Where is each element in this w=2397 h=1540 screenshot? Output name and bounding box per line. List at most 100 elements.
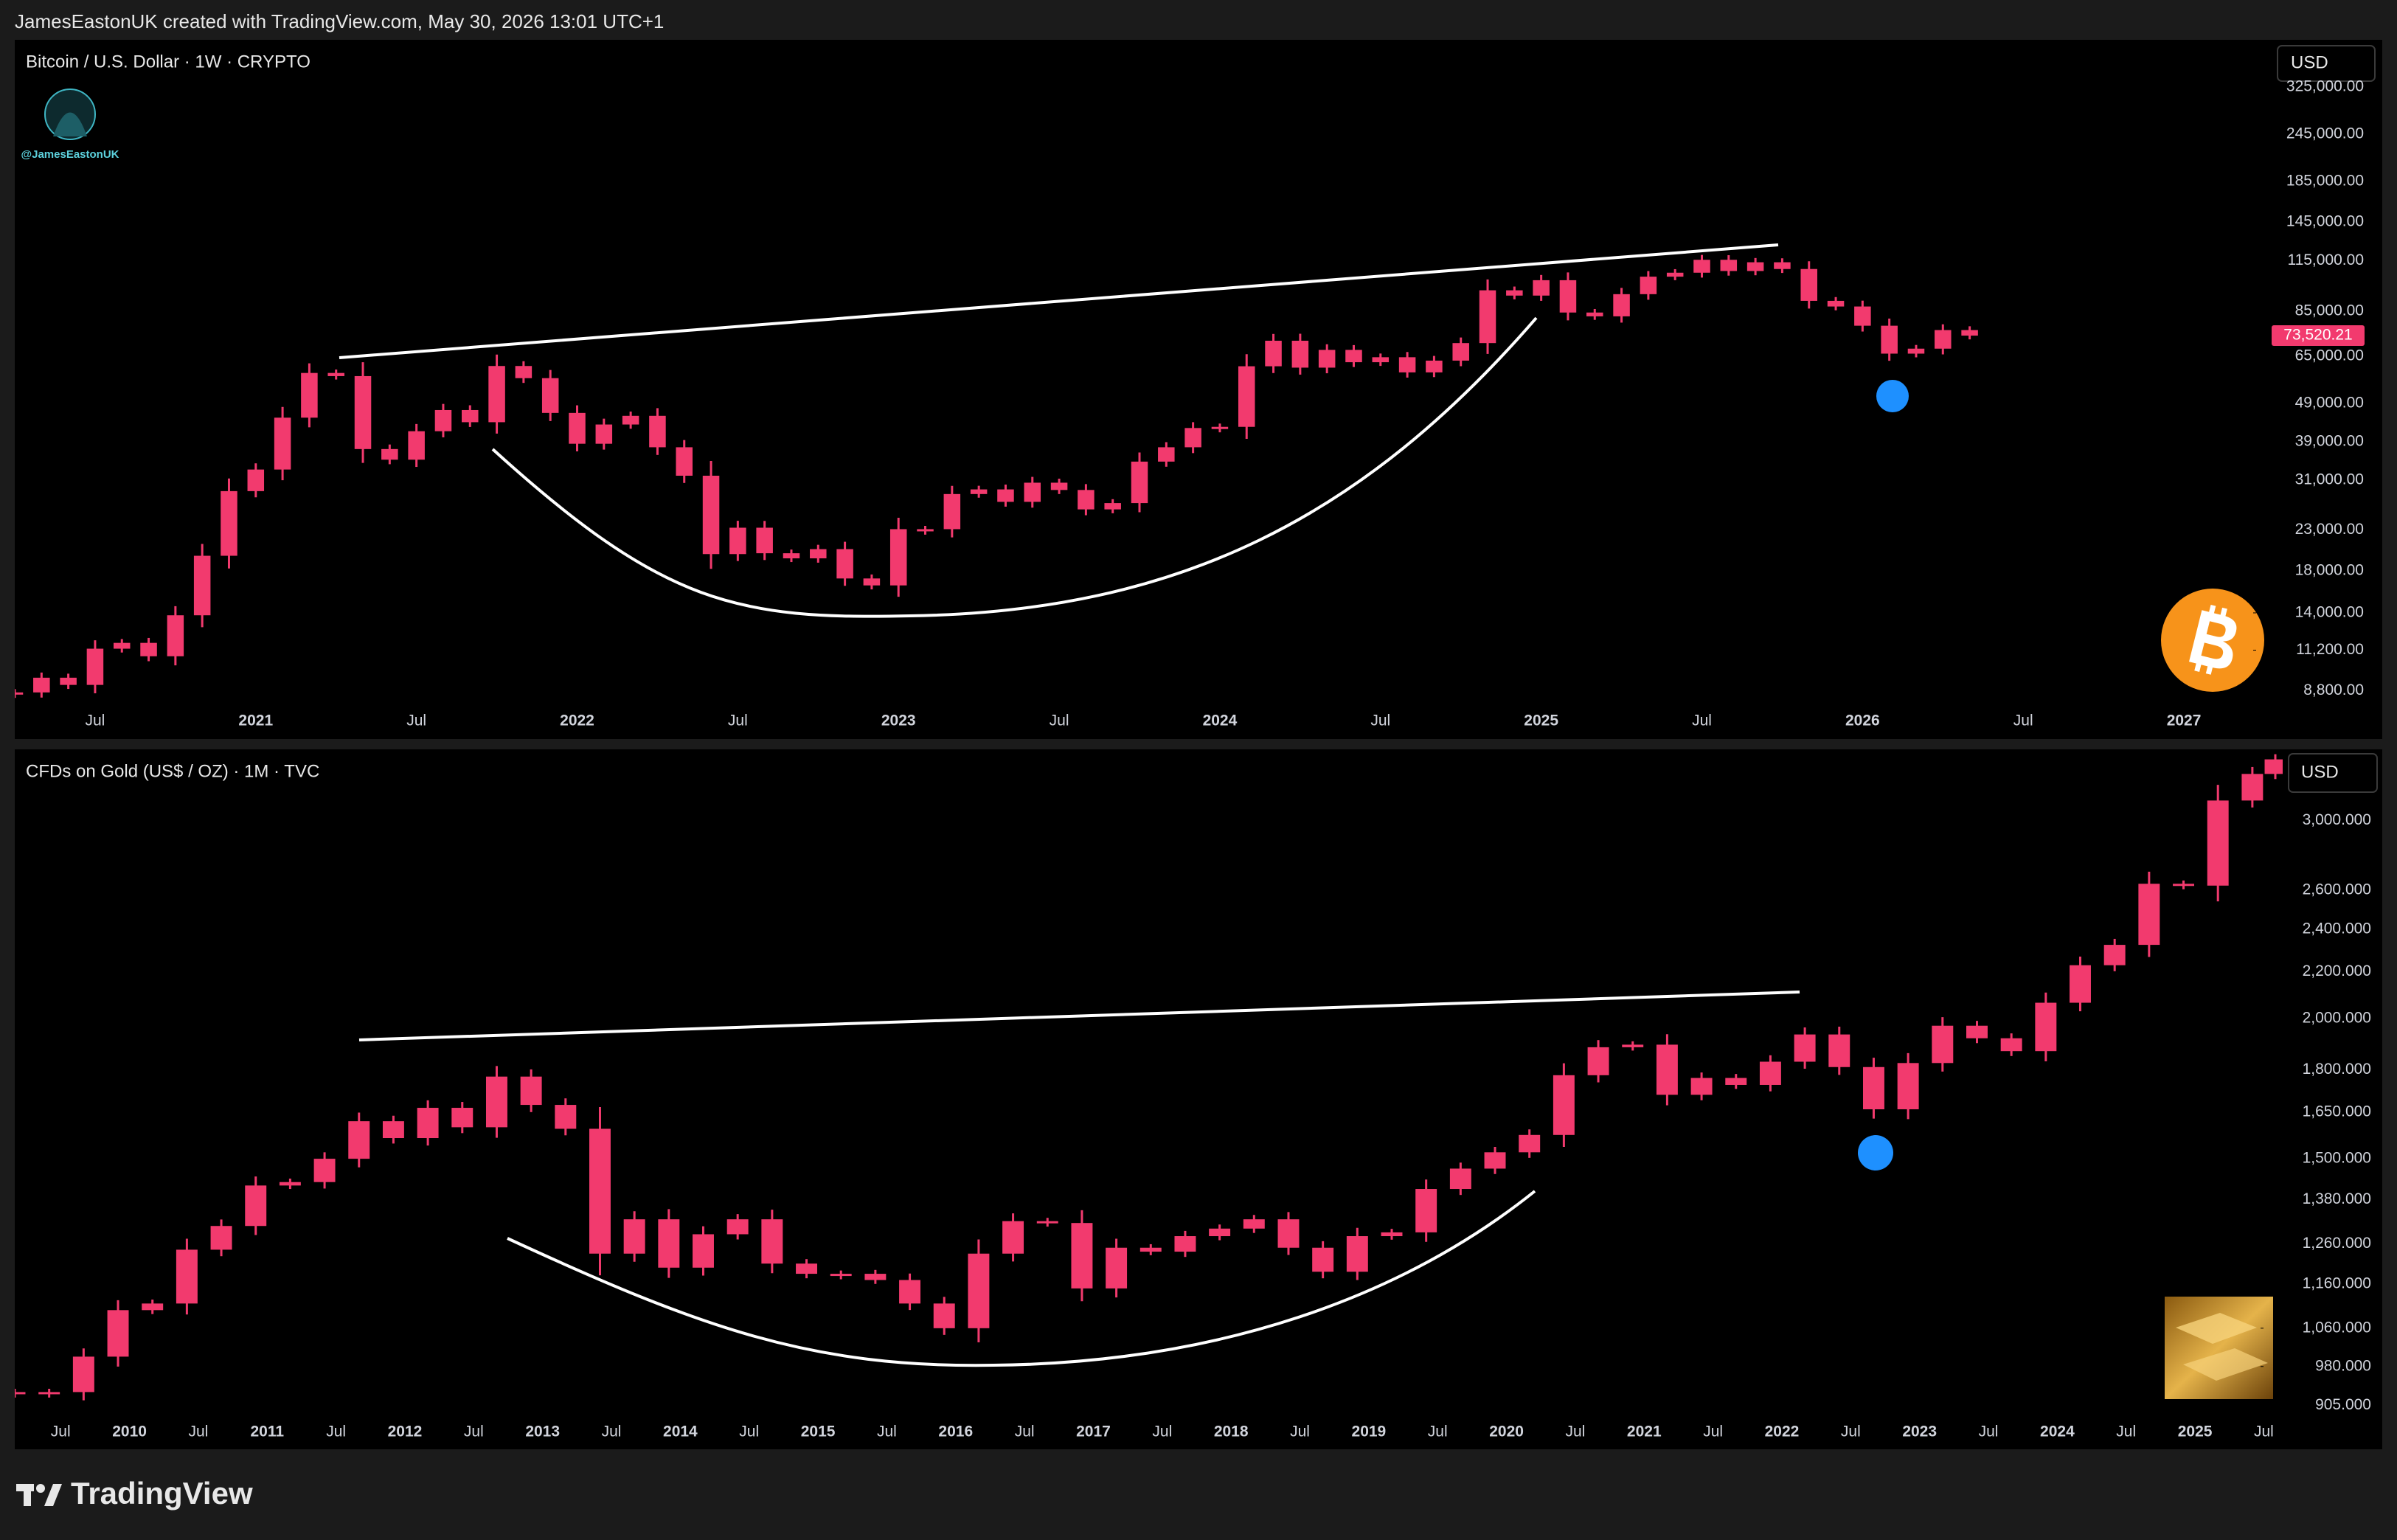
candle (1078, 490, 1095, 510)
x-tick-label: 2026 (1845, 712, 1880, 729)
x-tick-label: 2019 (1352, 1423, 1387, 1440)
candle (676, 447, 693, 476)
trendline (358, 991, 1800, 1041)
y-tick-label: 115,000.00 (2287, 252, 2364, 268)
chart-title: CFDs on Gold (US$ / OZ) · 1M · TVC (26, 761, 319, 781)
candle (2000, 1038, 2022, 1052)
annotations (339, 243, 2264, 692)
logo-shape (44, 1484, 62, 1506)
y-tick-label: 31,000.00 (2295, 471, 2364, 488)
y-tick-label: 1,160.000 (2303, 1275, 2371, 1292)
candle (1036, 1221, 1058, 1224)
candle (1828, 1034, 1850, 1067)
candle (1291, 340, 1309, 368)
candle (1131, 461, 1148, 504)
x-tick-label: Jul (739, 1423, 759, 1440)
x-tick-label: 2011 (251, 1423, 285, 1440)
candle (1640, 277, 1657, 294)
currency-button-label[interactable]: USD (2291, 52, 2328, 72)
candle (693, 1234, 714, 1268)
candle (327, 372, 344, 376)
candle (2264, 759, 2283, 774)
x-tick-label: Jul (85, 712, 105, 729)
y-tick-label: 85,000.00 (2295, 302, 2364, 319)
candle (1346, 1236, 1368, 1272)
logo-shape (36, 1484, 45, 1493)
candle (1666, 272, 1684, 277)
y-tick-label: 1,500.000 (2303, 1150, 2371, 1167)
candle (1277, 1219, 1300, 1248)
candle (1104, 503, 1121, 510)
candle (761, 1219, 783, 1264)
candle (33, 677, 50, 693)
bitcoin-glyph (2194, 662, 2202, 672)
candle (140, 642, 157, 656)
candle (729, 527, 746, 555)
candle (1519, 1134, 1541, 1153)
candle (810, 549, 827, 559)
y-tick-label: 1,260.000 (2303, 1235, 2371, 1252)
candle (382, 1121, 404, 1139)
x-tick-label: Jul (51, 1423, 71, 1440)
candle (381, 448, 398, 460)
candle (1452, 343, 1469, 361)
candle (1586, 312, 1603, 316)
candle (1794, 1034, 1816, 1062)
x-tick-label: Jul (189, 1423, 209, 1440)
candle (622, 415, 639, 425)
y-tick-label: 185,000.00 (2286, 172, 2364, 189)
candle (1693, 260, 1710, 273)
candle (702, 475, 720, 555)
x-tick-label: Jul (464, 1423, 484, 1440)
y-tick-label: 2,600.000 (2303, 881, 2371, 898)
x-tick-label: Jul (1152, 1423, 1172, 1440)
x-tick-label: Jul (1841, 1423, 1861, 1440)
x-tick-label: 2022 (1765, 1423, 1800, 1440)
candle (658, 1219, 680, 1268)
x-tick-label: Jul (2116, 1423, 2136, 1440)
watermark-icon (53, 112, 87, 136)
candle (1897, 1063, 1919, 1110)
curve (507, 1190, 1536, 1367)
candle (1002, 1221, 1024, 1254)
currency-button-label[interactable]: USD (2301, 762, 2339, 782)
y-tick-label: 65,000.00 (2295, 347, 2364, 364)
candle (1050, 482, 1068, 490)
watermark: @JamesEastonUK (21, 89, 119, 161)
candle (1759, 1061, 1781, 1085)
candle (1961, 330, 1978, 336)
candle (301, 372, 318, 418)
bitcoin-glyph (2205, 665, 2213, 675)
plot-area (15, 254, 1978, 698)
candle (167, 615, 184, 656)
candle (649, 415, 666, 448)
x-tick-label: 2027 (2167, 712, 2202, 729)
candle (1184, 428, 1201, 448)
candle (107, 1310, 129, 1357)
candle (434, 409, 452, 431)
bitcoin-logo-glyph (2189, 604, 2237, 675)
candle (1312, 1247, 1334, 1272)
candle (595, 424, 613, 444)
candle (541, 378, 559, 413)
x-tick-label: Jul (2254, 1423, 2274, 1440)
candle (176, 1249, 198, 1304)
currency-button[interactable] (2277, 45, 2376, 82)
candle (1209, 1228, 1231, 1237)
currency-button[interactable] (2288, 753, 2378, 793)
y-tick-label: 1,380.000 (2303, 1190, 2371, 1207)
candle (488, 366, 505, 423)
x-tick-label: 2017 (1076, 1423, 1111, 1440)
candle (279, 1182, 301, 1186)
candle (1720, 260, 1738, 271)
candle (1415, 1189, 1437, 1232)
y-tick-label: 905.000 (2315, 1396, 2371, 1413)
candle (274, 417, 291, 470)
candle (1024, 482, 1041, 502)
candle (1881, 325, 1898, 354)
candle (72, 1356, 94, 1392)
y-tick-label: 1,650.000 (2303, 1103, 2371, 1120)
candle (1243, 1219, 1265, 1229)
candle (142, 1303, 164, 1311)
candle (1907, 348, 1925, 354)
